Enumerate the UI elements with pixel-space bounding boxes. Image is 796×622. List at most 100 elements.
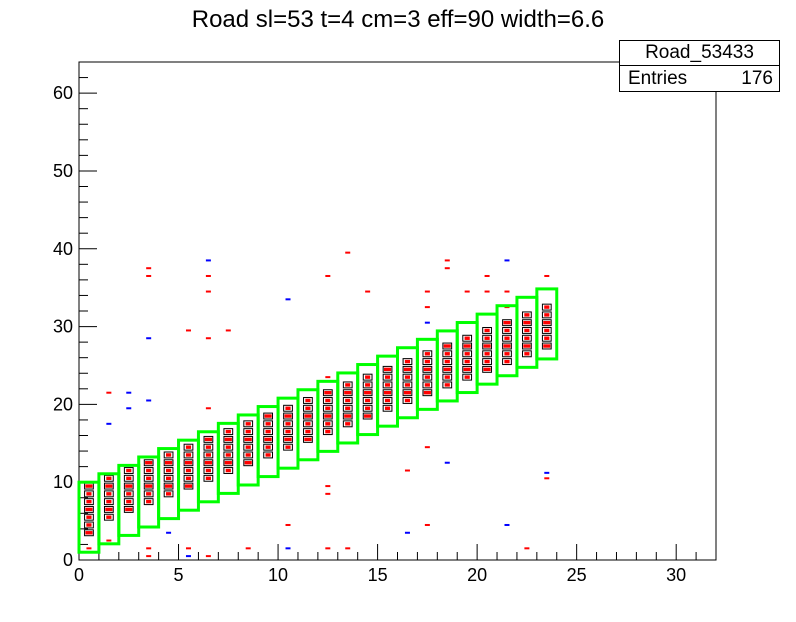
heatmap-cell (382, 404, 393, 412)
heatmap-cell-fill (384, 375, 391, 379)
heatmap-cell (541, 334, 552, 342)
heatmap-cell (422, 365, 433, 373)
heatmap-cell-fill (304, 414, 312, 418)
heatmap-cell-fill (146, 499, 152, 504)
heatmap-cell-fill (365, 375, 371, 379)
heatmap-cell (303, 428, 313, 436)
heatmap-cell (442, 365, 453, 373)
outlier-bin (205, 290, 211, 293)
heatmap-cell (203, 459, 214, 467)
heatmap-cell (123, 467, 134, 474)
heatmap-cell-fill (185, 468, 192, 473)
heatmap-cell (183, 474, 194, 482)
heatmap-cell-fill (364, 414, 372, 418)
heatmap-cell-fill (423, 367, 431, 372)
heatmap-cell (342, 381, 353, 389)
heatmap-cell-fill (85, 507, 93, 512)
heatmap-cell (402, 365, 413, 373)
outlier-bin (146, 267, 152, 270)
heatmap-cell (103, 505, 114, 513)
heatmap-cell-fill (484, 352, 490, 356)
heatmap-cell-fill (403, 390, 412, 395)
heatmap-cell-fill (543, 344, 551, 348)
outlier-bin (325, 376, 331, 379)
stats-histogram-name: Road_53433 (620, 41, 779, 66)
heatmap-cell (402, 381, 413, 389)
heatmap-cell (402, 389, 413, 397)
outlier-bin (245, 547, 251, 550)
heatmap-cell (183, 459, 194, 467)
heatmap-cell (422, 381, 433, 389)
heatmap-cell (362, 412, 373, 420)
heatmap-cell (322, 420, 333, 428)
y-tick-label: 40 (53, 239, 73, 259)
outlier-bin (146, 555, 152, 558)
heatmap-cell-fill (165, 476, 172, 481)
heatmap-cell (442, 350, 453, 358)
heatmap-cell (84, 521, 94, 529)
heatmap-cell-fill (403, 367, 412, 372)
heatmap-cell-fill (424, 352, 430, 356)
heatmap-cell-fill (305, 398, 311, 403)
heatmap-cell (163, 451, 174, 459)
heatmap-cell (362, 397, 373, 404)
heatmap-cell-fill (106, 499, 112, 504)
heatmap-cell (442, 373, 453, 381)
x-tick-label: 10 (268, 565, 288, 585)
heatmap-cell (422, 373, 433, 381)
heatmap-cell-fill (205, 445, 211, 449)
heatmap-cell-fill (483, 367, 491, 372)
heatmap-cell-fill (383, 390, 392, 395)
heatmap-cell-fill (204, 437, 212, 442)
heatmap-cell-fill (164, 484, 173, 488)
outlier-bin (404, 531, 410, 534)
heatmap-cell-fill (285, 422, 291, 426)
heatmap-cell (103, 513, 114, 521)
heatmap-cell (143, 459, 154, 467)
heatmap-cell (103, 498, 114, 506)
heatmap-cell (163, 490, 174, 498)
heatmap-cell (362, 389, 373, 397)
heatmap-cell-fill (224, 437, 232, 442)
heatmap-cell (303, 397, 313, 404)
heatmap-cell (223, 451, 234, 459)
heatmap-cell-fill (264, 414, 272, 418)
heatmap-cell (283, 404, 293, 412)
heatmap-cell-fill (185, 476, 192, 481)
heatmap-cell-fill (86, 499, 92, 504)
heatmap-cell-fill (324, 390, 332, 395)
heatmap-cell (541, 319, 552, 327)
heatmap-cell (362, 381, 373, 389)
heatmap-cell-fill (344, 390, 352, 395)
heatmap-cell (522, 319, 532, 327)
heatmap-cell-fill (424, 375, 430, 379)
heatmap-cell-fill (383, 367, 392, 372)
heatmap-cell (342, 412, 353, 420)
heatmap-cell-fill (126, 468, 132, 473)
heatmap-cell-fill (524, 336, 530, 340)
heatmap-cell (482, 334, 492, 342)
heatmap-cell (203, 467, 214, 474)
heatmap-cell-fill (483, 344, 491, 348)
outlier-bin (345, 251, 351, 254)
heatmap-cell-fill (106, 476, 112, 481)
heatmap-cell-fill (225, 445, 231, 449)
heatmap-cell (163, 474, 174, 482)
heatmap-cell-fill (404, 383, 411, 387)
x-tick-label: 30 (666, 565, 686, 585)
heatmap-cell (422, 358, 433, 366)
outlier-bin (524, 547, 530, 550)
heatmap-cell (382, 397, 393, 404)
outlier-bin (205, 274, 211, 277)
heatmap-cell-fill (145, 484, 153, 488)
heatmap-cell (203, 435, 214, 443)
heatmap-cell (382, 365, 393, 373)
heatmap-cell (123, 482, 134, 490)
stats-box: Road_53433 Entries 176 (619, 40, 780, 92)
heatmap-cell (522, 350, 532, 358)
heatmap-cell (462, 350, 473, 358)
heatmap-cell-fill (444, 359, 450, 364)
y-tick-label: 0 (63, 550, 73, 570)
heatmap-cell-fill (244, 437, 252, 442)
outlier-bin (185, 555, 191, 558)
